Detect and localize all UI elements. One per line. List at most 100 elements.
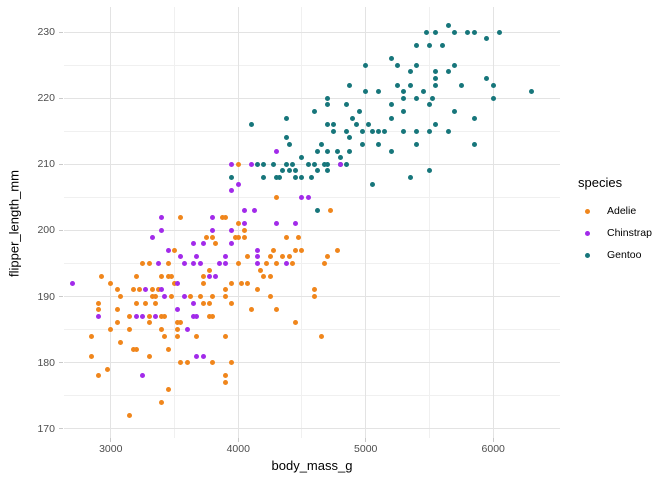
data-point-adelie xyxy=(162,313,168,319)
data-point-adelie xyxy=(149,287,155,293)
data-point-gentoo xyxy=(369,128,375,134)
data-point-adelie xyxy=(264,260,270,266)
data-point-chinstrap xyxy=(254,260,260,266)
data-point-gentoo xyxy=(315,168,321,174)
y-tick-label: 220 xyxy=(37,92,55,105)
data-point-chinstrap xyxy=(140,373,146,379)
data-point-chinstrap xyxy=(191,313,197,319)
data-point-gentoo xyxy=(388,115,394,121)
data-point-chinstrap xyxy=(229,241,235,247)
data-point-adelie xyxy=(108,327,114,333)
data-point-gentoo xyxy=(446,23,452,28)
data-point-chinstrap xyxy=(216,260,222,266)
data-point-gentoo xyxy=(414,128,420,134)
data-point-adelie xyxy=(146,313,152,319)
data-point-gentoo xyxy=(353,122,359,128)
data-point-adelie xyxy=(152,300,158,306)
data-point-gentoo xyxy=(324,95,330,101)
x-axis-title: body_mass_g xyxy=(271,458,353,473)
data-point-chinstrap xyxy=(152,313,158,319)
data-point-gentoo xyxy=(289,161,295,167)
data-point-gentoo xyxy=(363,62,369,68)
data-point-adelie xyxy=(178,360,184,366)
data-point-gentoo xyxy=(433,75,439,81)
data-point-gentoo xyxy=(452,29,458,35)
plot-panel xyxy=(64,7,560,438)
legend-label-adelie: Adelie xyxy=(607,205,637,217)
legend-item-adelie: Adelie xyxy=(578,200,670,222)
data-point-adelie xyxy=(235,234,241,240)
data-point-adelie xyxy=(296,234,302,240)
data-point-adelie xyxy=(200,280,206,286)
x-tick-label: 4000 xyxy=(226,443,250,455)
data-point-adelie xyxy=(207,267,213,273)
data-point-adelie xyxy=(165,346,171,352)
data-point-gentoo xyxy=(280,168,286,174)
data-point-gentoo xyxy=(490,95,496,101)
data-point-adelie xyxy=(286,254,292,260)
data-point-chinstrap xyxy=(181,294,187,300)
data-point-adelie xyxy=(219,214,225,220)
data-point-gentoo xyxy=(401,108,407,114)
data-point-chinstrap xyxy=(133,313,139,319)
data-point-chinstrap xyxy=(210,214,216,220)
data-point-gentoo xyxy=(331,128,337,134)
data-point-gentoo xyxy=(261,161,267,167)
data-point-gentoo xyxy=(248,122,254,128)
data-point-gentoo xyxy=(324,168,330,174)
data-point-adelie xyxy=(293,247,299,253)
data-point-gentoo xyxy=(471,115,477,121)
data-point-adelie xyxy=(143,300,149,306)
data-point-adelie xyxy=(242,234,248,240)
data-point-chinstrap xyxy=(229,161,235,167)
x-axis-tick xyxy=(237,438,239,442)
data-point-gentoo xyxy=(497,29,503,35)
x-minor-gridline xyxy=(301,7,303,438)
data-point-chinstrap xyxy=(159,227,165,233)
data-point-chinstrap xyxy=(283,260,289,266)
data-point-adelie xyxy=(261,274,267,280)
data-point-chinstrap xyxy=(159,214,165,220)
data-point-chinstrap xyxy=(175,307,181,313)
data-point-adelie xyxy=(168,274,174,280)
data-point-adelie xyxy=(321,260,327,266)
data-point-adelie xyxy=(165,274,171,280)
data-point-gentoo xyxy=(407,69,413,75)
data-point-adelie xyxy=(136,287,142,293)
data-point-adelie xyxy=(223,287,228,293)
data-point-gentoo xyxy=(270,161,276,167)
data-point-adelie xyxy=(312,294,318,300)
data-point-gentoo xyxy=(299,155,305,161)
data-point-adelie xyxy=(172,280,178,286)
data-point-chinstrap xyxy=(184,327,190,333)
data-point-gentoo xyxy=(452,62,458,68)
x-minor-gridline xyxy=(428,7,430,438)
data-point-adelie xyxy=(210,294,216,300)
data-point-adelie xyxy=(258,267,264,273)
data-point-adelie xyxy=(146,353,152,359)
data-point-adelie xyxy=(168,294,174,300)
data-point-gentoo xyxy=(426,168,432,174)
data-point-adelie xyxy=(95,300,101,306)
data-point-gentoo xyxy=(312,161,318,167)
data-point-gentoo xyxy=(484,36,490,42)
data-point-adelie xyxy=(242,227,248,233)
data-point-gentoo xyxy=(350,115,356,121)
data-point-chinstrap xyxy=(207,274,213,280)
data-point-gentoo xyxy=(446,69,452,75)
y-minor-gridline xyxy=(64,196,560,198)
data-point-gentoo xyxy=(299,175,305,181)
y-major-gridline xyxy=(64,362,560,364)
data-point-gentoo xyxy=(423,29,429,35)
data-point-chinstrap xyxy=(156,260,162,266)
data-point-chinstrap xyxy=(191,241,197,247)
data-point-adelie xyxy=(245,280,251,286)
x-axis-tick xyxy=(110,438,112,442)
data-point-gentoo xyxy=(452,108,458,114)
data-point-adelie xyxy=(299,247,305,253)
y-axis-tick xyxy=(59,296,63,298)
y-tick-label: 190 xyxy=(37,290,55,303)
legend-key-adelie-icon xyxy=(585,208,590,214)
data-point-adelie xyxy=(318,333,324,339)
data-point-gentoo xyxy=(446,128,452,134)
